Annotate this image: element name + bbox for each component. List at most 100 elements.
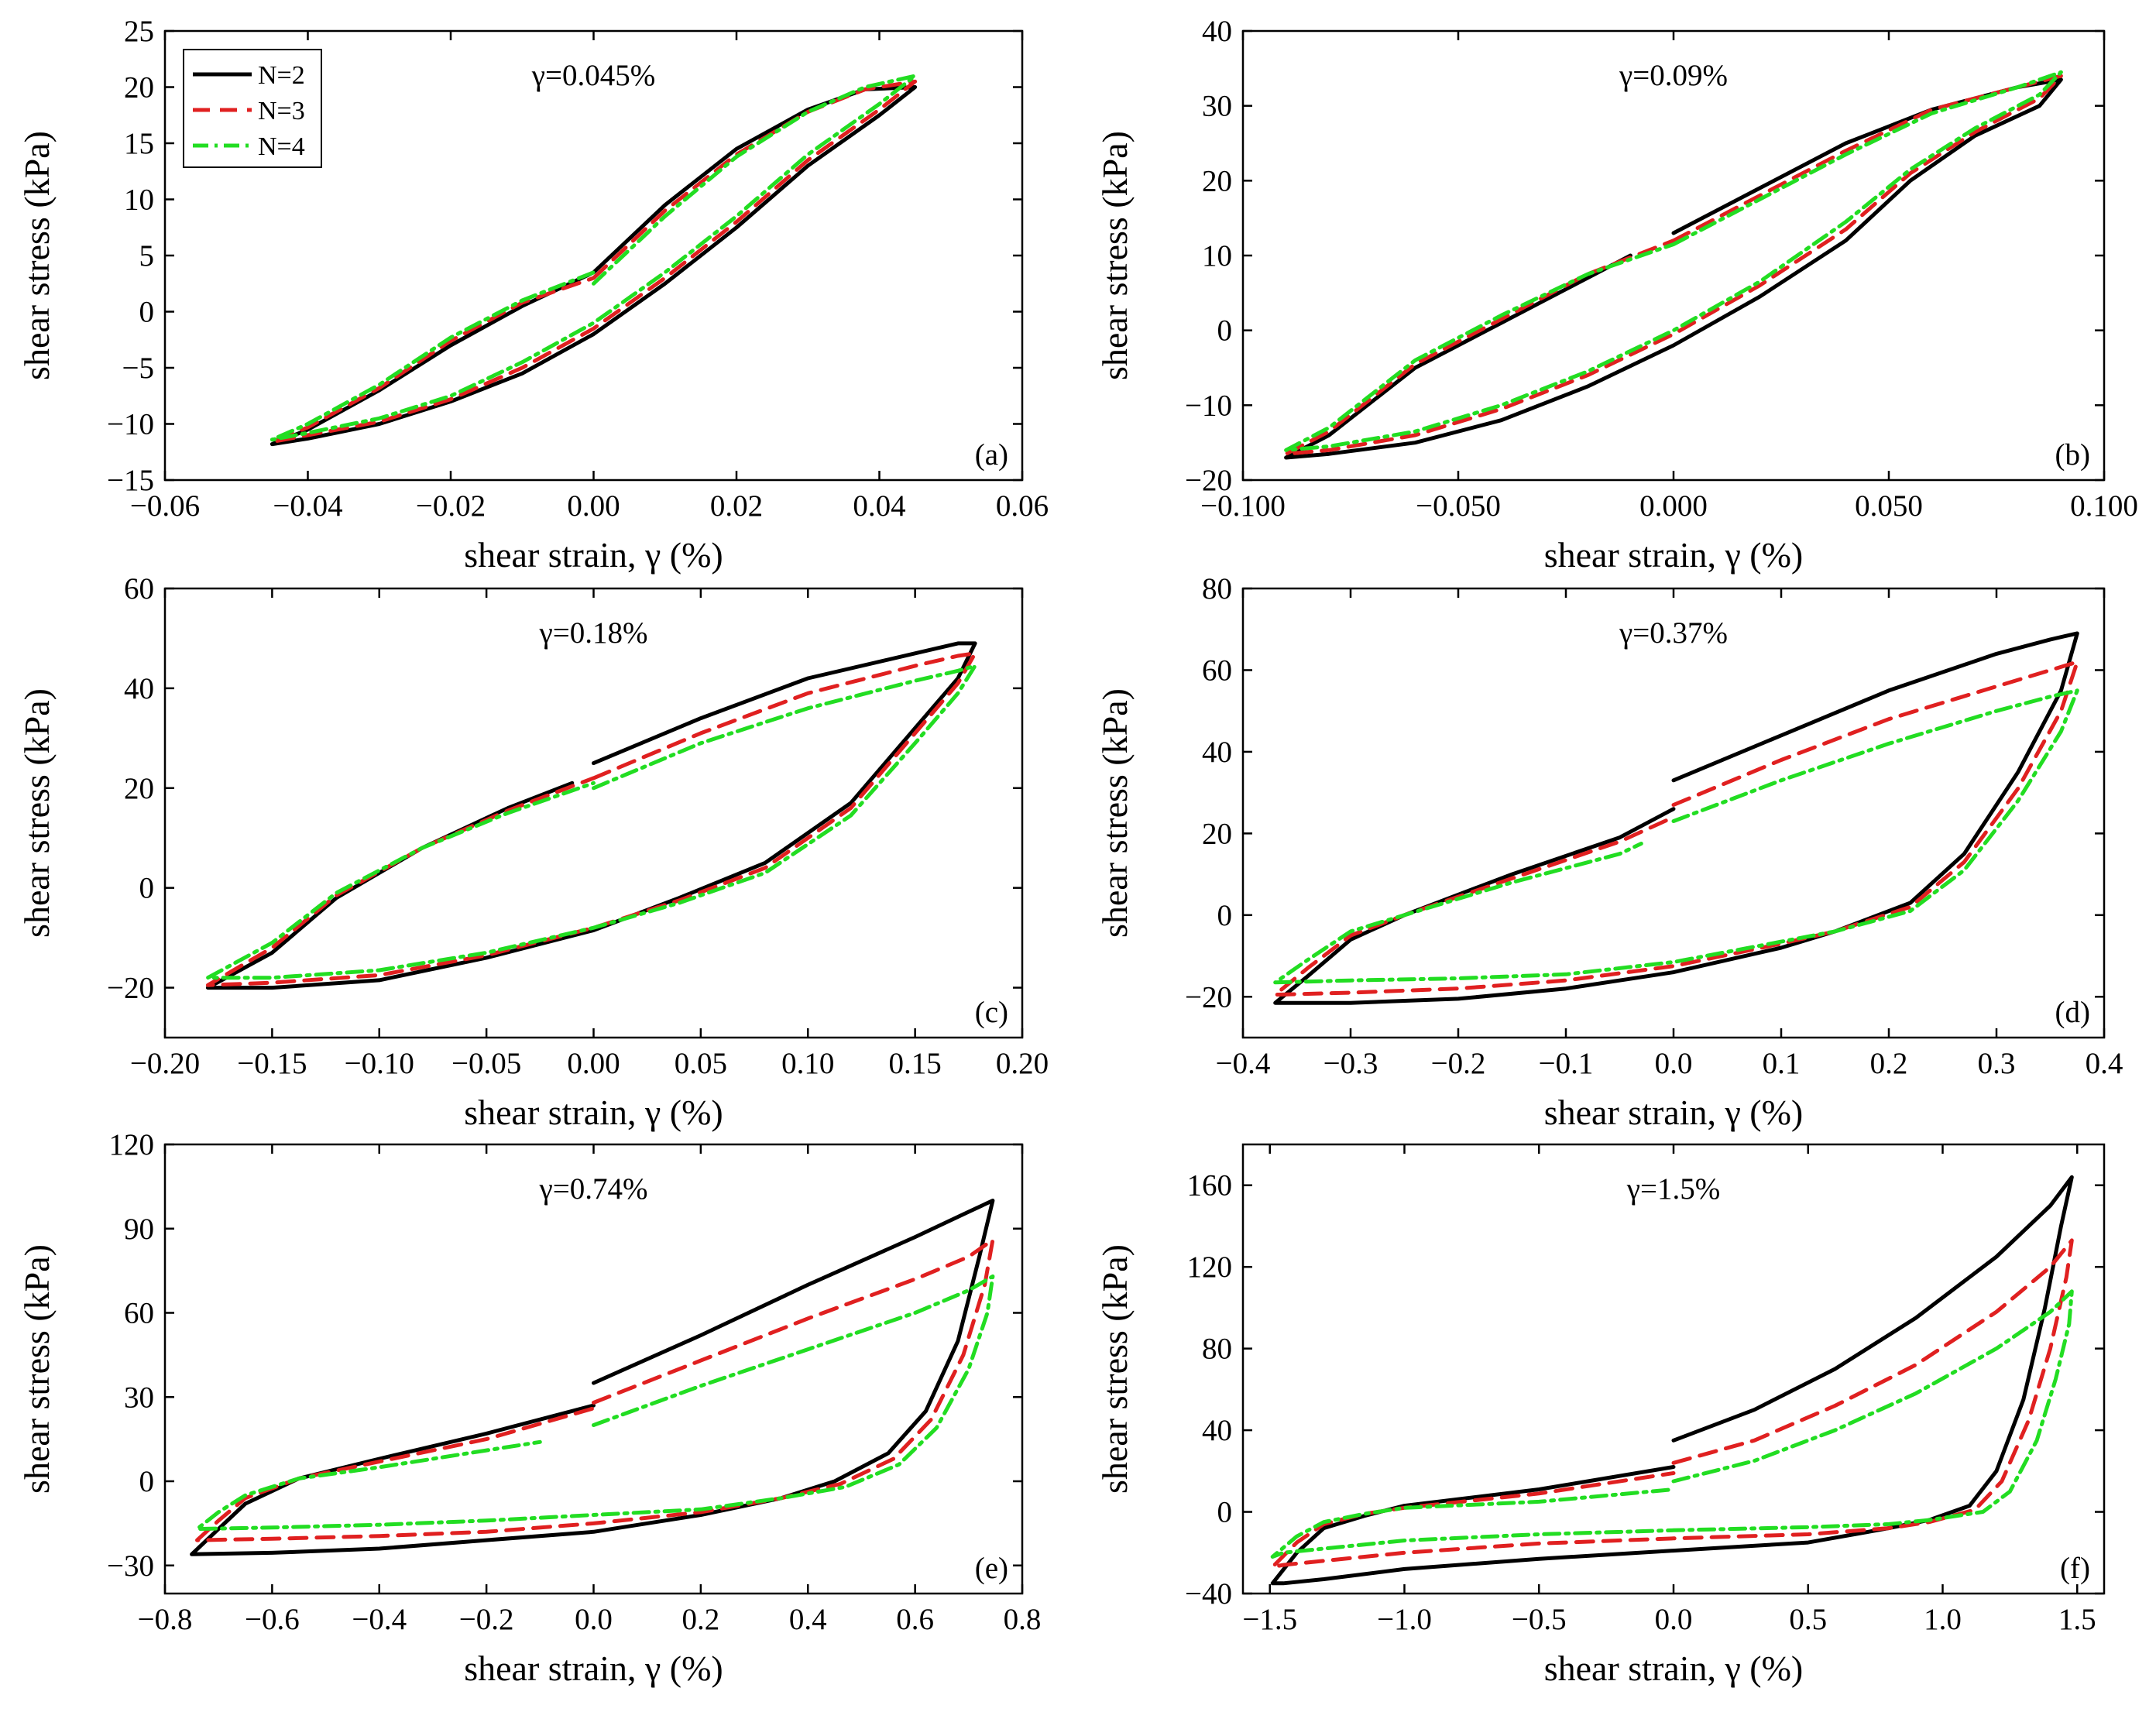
y-tick-label: 0 <box>1217 1496 1233 1529</box>
series-line-N3 <box>195 1237 995 1542</box>
y-tick-label: −30 <box>107 1549 154 1583</box>
y-tick-label: −20 <box>1185 980 1232 1014</box>
series-line-N2 <box>1284 77 2063 460</box>
y-axis-title: shear stress (kPa) <box>17 1244 57 1494</box>
y-tick-label: 5 <box>139 239 155 273</box>
y-tick-label: 0 <box>139 872 155 905</box>
y-axis-title: shear stress (kPa) <box>17 131 57 380</box>
x-tick-label: 0.4 <box>789 1603 827 1636</box>
y-tick-label: 40 <box>1202 15 1232 48</box>
y-tick-label: 120 <box>1187 1251 1233 1284</box>
y-tick-label: 60 <box>124 1297 154 1330</box>
x-tick-label: 0.050 <box>1855 489 1923 523</box>
x-tick-label: −0.3 <box>1323 1047 1378 1080</box>
x-axis-title: shear strain, γ (%) <box>464 535 723 575</box>
series-line-N4 <box>1284 70 2063 452</box>
x-tick-label: 0.15 <box>889 1047 942 1080</box>
x-tick-label: 1.5 <box>2058 1603 2096 1636</box>
x-tick-label: −0.4 <box>1216 1047 1271 1080</box>
series-line-N3 <box>270 79 918 444</box>
x-tick-label: 0.0 <box>1655 1603 1693 1636</box>
x-tick-label: 0.000 <box>1639 489 1708 523</box>
series-line-N3 <box>1273 660 2079 997</box>
x-tick-label: 0.4 <box>2086 1047 2123 1080</box>
x-axis-title: shear strain, γ (%) <box>1544 1093 1804 1132</box>
x-tick-label: 0.0 <box>1655 1047 1693 1080</box>
series-line-N3 <box>1284 74 2063 456</box>
x-axis-title: shear strain, γ (%) <box>464 1093 723 1132</box>
y-tick-label: 60 <box>1202 654 1232 687</box>
chart-panel-2: −0.100 −0.050 0.000 0.050 0.100 −20 −10 0 10 20 30… <box>1095 15 2138 575</box>
x-tick-label: 0.100 <box>2070 489 2138 523</box>
y-tick-label: −20 <box>1185 464 1232 497</box>
y-tick-label: 20 <box>124 71 154 105</box>
plot-frame <box>163 587 1024 1039</box>
chart-panel-5: −0.8 −0.6 −0.4 −0.2 0.0 0.2 0.4 0.6 0.8 −30 0 30 60 9… <box>17 1128 1041 1688</box>
panel-label: (a) <box>975 438 1008 472</box>
x-axis-title: shear strain, γ (%) <box>1544 1649 1804 1688</box>
x-tick-label: −1.0 <box>1377 1603 1432 1636</box>
y-tick-label: 40 <box>1202 736 1232 769</box>
y-tick-label: 60 <box>124 572 154 606</box>
x-tick-label: −0.5 <box>1512 1603 1567 1636</box>
x-tick-label: 0.05 <box>675 1047 727 1080</box>
x-tick-label: 0.2 <box>682 1603 720 1636</box>
x-tick-label: −0.04 <box>273 489 342 523</box>
y-tick-label: 10 <box>1202 239 1232 273</box>
x-tick-label: 0.06 <box>996 489 1049 523</box>
plot-frame <box>1241 1143 2106 1595</box>
x-tick-label: 0.10 <box>781 1047 834 1080</box>
y-tick-label: 25 <box>124 15 154 48</box>
chart-panel-6: −1.5 −1.0 −0.5 0.0 0.5 1.0 1.5 −40 0 40 80 120 160 γ=… <box>1095 1143 2106 1688</box>
y-axis-title: shear stress (kPa) <box>17 688 57 938</box>
x-tick-label: −0.15 <box>237 1047 307 1080</box>
x-tick-label: −0.10 <box>345 1047 414 1080</box>
y-tick-label: 120 <box>109 1128 155 1161</box>
legend-label: N=2 <box>258 61 305 90</box>
series-line-N2 <box>190 1199 995 1556</box>
legend: N=2 N=3 N=4 <box>183 49 322 168</box>
y-tick-label: 80 <box>1202 1333 1232 1366</box>
strain-annotation: γ=0.74% <box>539 1172 648 1206</box>
strain-annotation: γ=0.18% <box>539 616 648 650</box>
x-tick-label: −0.2 <box>1431 1047 1486 1080</box>
y-axis-title: shear stress (kPa) <box>1095 131 1135 380</box>
y-tick-label: 10 <box>124 184 154 217</box>
y-tick-label: 90 <box>124 1213 154 1246</box>
series-line-N4 <box>195 1274 995 1532</box>
x-tick-label: 1.0 <box>1924 1603 1962 1636</box>
y-tick-label: −10 <box>1185 389 1232 422</box>
panel-label: (f) <box>2060 1552 2090 1585</box>
plot-frame <box>1241 587 2106 1039</box>
y-tick-label: 40 <box>124 672 154 705</box>
x-tick-label: 0.5 <box>1789 1603 1827 1636</box>
x-tick-label: 0.8 <box>1004 1603 1042 1636</box>
panel-label: (b) <box>2055 438 2090 472</box>
x-tick-label: 0.00 <box>567 489 620 523</box>
chart-panel-1: −0.06 −0.04 −0.02 0.00 0.02 0.04 0.06 −15 −10 −5 0… <box>17 15 1049 575</box>
x-tick-label: −0.8 <box>138 1603 193 1636</box>
x-tick-label: 0.0 <box>575 1603 613 1636</box>
y-tick-label: −20 <box>107 972 154 1005</box>
series-line-N2 <box>1273 631 2079 1005</box>
series-line-N4 <box>205 664 977 980</box>
plot-frame <box>163 1143 1024 1595</box>
x-tick-label: −0.20 <box>130 1047 200 1080</box>
y-tick-label: 0 <box>1217 314 1233 348</box>
y-tick-label: 15 <box>124 127 154 160</box>
y-tick-label: −5 <box>122 352 155 385</box>
y-tick-label: 20 <box>124 772 154 805</box>
x-tick-label: 0.04 <box>853 489 905 523</box>
panel-label: (d) <box>2055 996 2090 1029</box>
y-tick-label: 20 <box>1202 164 1232 197</box>
strain-annotation: γ=0.045% <box>531 59 655 92</box>
x-tick-label: −0.4 <box>352 1603 407 1636</box>
x-tick-label: 0.2 <box>1870 1047 1908 1080</box>
strain-annotation: γ=0.37% <box>1619 616 1728 650</box>
y-tick-label: 160 <box>1187 1169 1233 1203</box>
x-tick-label: −1.5 <box>1242 1603 1297 1636</box>
x-tick-label: 0.3 <box>1978 1047 2016 1080</box>
y-tick-label: −40 <box>1185 1577 1232 1611</box>
x-axis-title: shear strain, γ (%) <box>1544 535 1804 575</box>
